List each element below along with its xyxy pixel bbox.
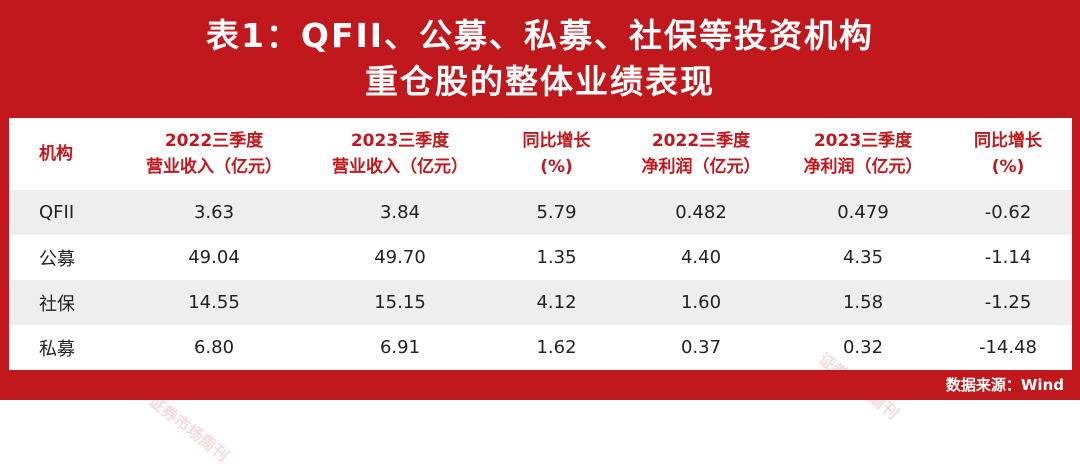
cell-institution: 社保 — [9, 280, 121, 325]
cell-revenue-2022: 3.63 — [121, 190, 307, 235]
cell-revenue-2022: 14.55 — [121, 280, 307, 325]
cell-profit-2023: 1.58 — [782, 280, 944, 325]
data-table-container: 机构 2022三季度 营业收入（亿元） 2023三季度 营业收入（亿元） 同比增… — [9, 118, 1072, 465]
cell-profit-growth: -1.14 — [944, 235, 1072, 280]
cell-revenue-2023: 6.91 — [307, 325, 493, 370]
header-line-1: 2023三季度 — [813, 131, 913, 151]
cell-profit-2023: 0.32 — [782, 325, 944, 370]
cell-profit-2022: 0.482 — [620, 190, 782, 235]
header-cell-revenue-2023: 2023三季度 营业收入（亿元） — [307, 118, 493, 190]
cell-profit-2022: 0.37 — [620, 325, 782, 370]
cell-profit-2022: 1.60 — [620, 280, 782, 325]
header-line-2: 净利润（亿元） — [803, 157, 923, 177]
cell-profit-growth: -14.48 — [944, 325, 1072, 370]
performance-table: 机构 2022三季度 营业收入（亿元） 2023三季度 营业收入（亿元） 同比增… — [9, 118, 1072, 370]
cell-revenue-growth: 1.62 — [493, 325, 620, 370]
table-header-row: 机构 2022三季度 营业收入（亿元） 2023三季度 营业收入（亿元） 同比增… — [9, 118, 1072, 190]
header-line-2: 营业收入（亿元） — [146, 157, 282, 177]
source-note: 数据来源：Wind — [945, 376, 1064, 394]
title-block: 表1：QFII、公募、私募、社保等投资机构 重仓股的整体业绩表现 — [0, 0, 1080, 118]
cell-profit-growth: -1.25 — [944, 280, 1072, 325]
header-cell-revenue-2022: 2022三季度 营业收入（亿元） — [121, 118, 307, 190]
cell-profit-2023: 0.479 — [782, 190, 944, 235]
cell-revenue-growth: 4.12 — [493, 280, 620, 325]
table-row: 私募 6.80 6.91 1.62 0.37 0.32 -14.48 — [9, 325, 1072, 370]
header-line-1: 同比增长 — [974, 131, 1042, 151]
cell-revenue-2023: 3.84 — [307, 190, 493, 235]
header-line-2: (%) — [540, 157, 573, 177]
header-cell-institution: 机构 — [9, 118, 121, 190]
header-line-2: 净利润（亿元） — [641, 157, 761, 177]
cell-institution: 私募 — [9, 325, 121, 370]
header-line-2: 营业收入（亿元） — [332, 157, 468, 177]
cell-institution: 公募 — [9, 235, 121, 280]
header-cell-profit-2023: 2023三季度 净利润（亿元） — [782, 118, 944, 190]
table-row: 公募 49.04 49.70 1.35 4.40 4.35 -1.14 — [9, 235, 1072, 280]
header-line-1: 2022三季度 — [164, 131, 264, 151]
header-line-1: 机构 — [39, 144, 73, 164]
title-line-1: 表1：QFII、公募、私募、社保等投资机构 — [205, 16, 875, 55]
header-line-2: (%) — [991, 157, 1025, 177]
header-line-1: 2023三季度 — [350, 131, 450, 151]
cell-revenue-2023: 49.70 — [307, 235, 493, 280]
header-cell-profit-2022: 2022三季度 净利润（亿元） — [620, 118, 782, 190]
table-row: 社保 14.55 15.15 4.12 1.60 1.58 -1.25 — [9, 280, 1072, 325]
cell-revenue-growth: 1.35 — [493, 235, 620, 280]
header-cell-profit-growth: 同比增长 (%) — [944, 118, 1072, 190]
header-line-1: 2022三季度 — [651, 131, 751, 151]
cell-revenue-2022: 6.80 — [121, 325, 307, 370]
cell-revenue-2023: 15.15 — [307, 280, 493, 325]
header-line-1: 同比增长 — [522, 131, 591, 151]
table-row: QFII 3.63 3.84 5.79 0.482 0.479 -0.62 — [9, 190, 1072, 235]
title-line-2: 重仓股的整体业绩表现 — [365, 62, 715, 101]
cell-profit-2022: 4.40 — [620, 235, 782, 280]
cell-institution: QFII — [9, 190, 121, 235]
header-cell-revenue-growth: 同比增长 (%) — [493, 118, 620, 190]
cell-profit-growth: -0.62 — [944, 190, 1072, 235]
cell-revenue-2022: 49.04 — [121, 235, 307, 280]
cell-profit-2023: 4.35 — [782, 235, 944, 280]
cell-revenue-growth: 5.79 — [493, 190, 620, 235]
